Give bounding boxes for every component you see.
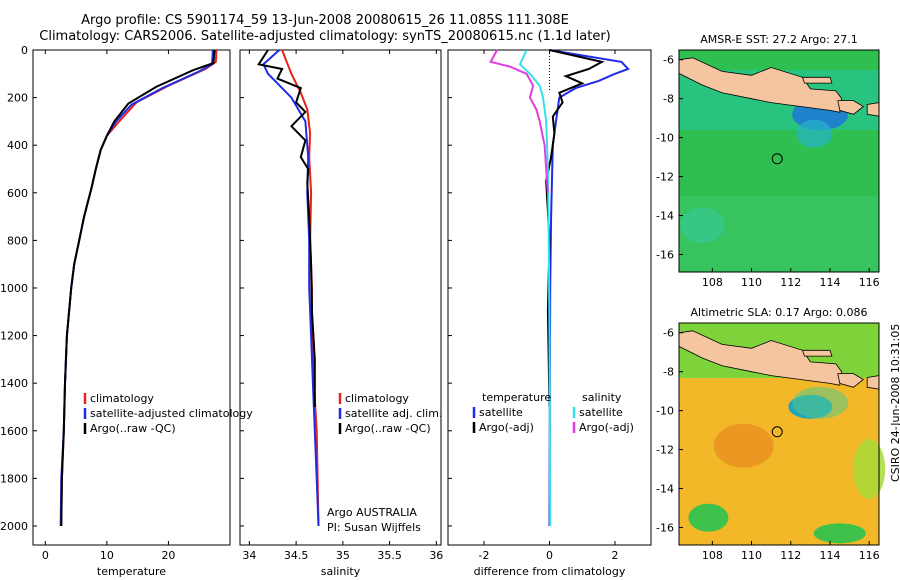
diff-sal-legend-label: satellite — [579, 406, 623, 419]
temperature-profile-ytick-label: 0 — [21, 44, 28, 57]
salinity-profile-xtick-label: 36 — [429, 549, 443, 562]
salinity-profile-xtick-label: 35.5 — [377, 549, 402, 562]
diff-sal-legend-label: Argo(-adj) — [579, 421, 634, 434]
sst-xtick-label: 110 — [741, 276, 762, 289]
sst-xtick-label: 112 — [780, 276, 801, 289]
sla-ytick-label: -10 — [656, 405, 674, 418]
sla-east-patch — [853, 439, 886, 500]
salinity-profile-xtick-label: 34.5 — [284, 549, 309, 562]
sst-frame — [678, 49, 880, 273]
salinity-profile-xtick-label: 34 — [242, 549, 256, 562]
salinity-profile-xlabel: salinity — [321, 565, 361, 578]
temperature-profile-ytick-label: 400 — [7, 139, 28, 152]
sst-ytick-label: -12 — [656, 171, 674, 184]
sla-xtick-label: 110 — [741, 549, 762, 562]
sla-land-lombok — [866, 375, 880, 390]
timestamp-stamp: CSIRO 24-Jun-2008 10:31:05 — [889, 323, 900, 482]
figure-title-line2: Climatology: CARS2006. Satellite-adjuste… — [39, 29, 611, 44]
sla-land-bali — [837, 373, 864, 388]
sla-low-halo — [792, 386, 849, 419]
series-satellite — [59, 49, 214, 527]
sst-xtick-label: 108 — [702, 276, 723, 289]
difference-profile-xtick-label: -2 — [479, 549, 490, 562]
temperature-profile-xlabel: temperature — [97, 565, 166, 578]
salinity-profile-frame — [239, 49, 442, 546]
sst-ytick-label: -8 — [663, 93, 674, 106]
series-climatology — [281, 49, 320, 527]
temperature-profile-ytick-label: 1000 — [0, 282, 28, 295]
sla-xtick-label: 116 — [859, 549, 880, 562]
series-climatology — [60, 49, 218, 527]
annotation-pi: PI: Susan Wijffels — [327, 521, 421, 534]
temperature-profile-ytick-label: 2000 — [0, 520, 28, 533]
sla-ytick-label: -12 — [656, 444, 674, 457]
sst-land-lombok — [866, 102, 880, 117]
series-argo — [257, 49, 316, 407]
sst-ytick-label: -10 — [656, 132, 674, 145]
sla-ytick-label: -6 — [663, 327, 674, 340]
temperature-profile-ytick-label: 800 — [7, 234, 28, 247]
temperature-legend-label: Argo(..raw -QC) — [90, 422, 176, 435]
temperature-profile-ytick-label: 1200 — [0, 330, 28, 343]
temperature-profile-ytick-label: 1800 — [0, 472, 28, 485]
salinity-profile-xtick-label: 35 — [336, 549, 350, 562]
sla-ytick-label: -14 — [656, 483, 674, 496]
sst-ytick-label: -16 — [656, 248, 674, 261]
sst-land-madura — [801, 76, 833, 84]
diff-legend-heading: temperature — [482, 391, 551, 404]
temperature-profile-ytick-label: 600 — [7, 187, 28, 200]
temperature-profile-xtick-label: 20 — [161, 549, 175, 562]
sla-xtick-label: 112 — [780, 549, 801, 562]
sst-cool-patch — [796, 119, 833, 148]
sla-xtick-label: 114 — [819, 549, 840, 562]
sst-xtick-label: 116 — [859, 276, 880, 289]
temperature-profile-xtick-label: 10 — [100, 549, 114, 562]
temperature-legend-label: satellite-adjusted climatology — [90, 407, 253, 420]
sst-argo-marker — [771, 153, 783, 165]
sst-ytick-label: -6 — [663, 54, 674, 67]
difference-profile-xtick-label: 2 — [611, 549, 618, 562]
diff-legend-heading: salinity — [582, 391, 622, 404]
sst-patch-sw — [680, 207, 725, 244]
temperature-profile-xtick-label: 0 — [42, 549, 49, 562]
diff-temp-legend-label: satellite — [479, 406, 523, 419]
sla-green-sw — [688, 503, 729, 532]
sst-title: AMSR-E SST: 27.2 Argo: 27.1 — [700, 33, 858, 46]
series-temperature-argo — [545, 49, 605, 408]
series-satellite — [262, 49, 320, 527]
sla-ytick-label: -16 — [656, 521, 674, 534]
salinity-legend-label: climatology — [345, 392, 409, 405]
sla-high-patch — [713, 423, 774, 468]
sla-title: Altimetric SLA: 0.17 Argo: 0.086 — [690, 306, 867, 319]
temperature-profile-ytick-label: 1400 — [0, 377, 28, 390]
temperature-profile-frame — [32, 49, 231, 546]
difference-profile-xlabel: difference from climatology — [474, 565, 626, 578]
series-temperature-satellite — [548, 49, 630, 527]
temperature-legend-label: climatology — [90, 392, 154, 405]
sla-frame — [678, 322, 880, 546]
temperature-profile-ytick-label: 200 — [7, 92, 28, 105]
salinity-legend-label: satellite adj. clim. — [345, 407, 442, 420]
sst-xtick-label: 114 — [819, 276, 840, 289]
annotation-institution: Argo AUSTRALIA — [327, 506, 417, 519]
figure-title-line1: Argo profile: CS 5901174_59 13-Jun-2008 … — [81, 13, 569, 28]
series-argo — [60, 49, 216, 527]
sla-xtick-label: 108 — [702, 549, 723, 562]
sla-land-madura — [801, 349, 833, 357]
sst-ytick-label: -14 — [656, 210, 674, 223]
series-salinity-satellite — [518, 49, 552, 527]
difference-profile-xtick-label: 0 — [546, 549, 553, 562]
sst-land-bali — [837, 100, 864, 115]
series-salinity-argo — [489, 49, 549, 193]
sla-argo-marker — [771, 426, 783, 438]
sla-ytick-label: -8 — [663, 366, 674, 379]
sla-green-s — [813, 523, 866, 544]
diff-temp-legend-label: Argo(-adj) — [479, 421, 534, 434]
temperature-profile-ytick-label: 1600 — [0, 425, 28, 438]
salinity-legend-label: Argo(..raw -QC) — [345, 422, 431, 435]
